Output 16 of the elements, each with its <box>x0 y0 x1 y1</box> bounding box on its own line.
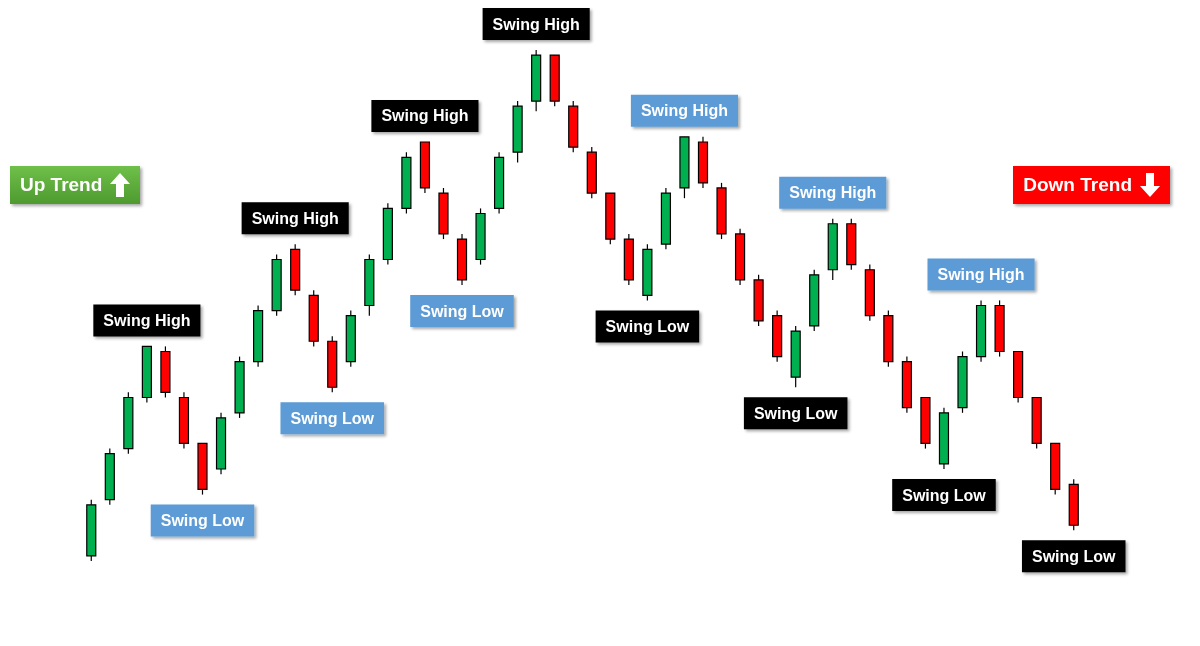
annotation: Swing Low <box>290 409 375 427</box>
annotation: Swing Low <box>160 512 245 530</box>
annotation: Swing Low <box>753 404 838 422</box>
annotation: Swing Low <box>605 317 690 335</box>
annotation: Swing Low <box>420 302 505 320</box>
annotation: Swing High <box>640 102 729 120</box>
annotation: Down Trend <box>1023 174 1132 196</box>
annotation: Swing High <box>492 15 580 33</box>
annotation: Swing High <box>251 209 339 227</box>
annotation: Swing Low <box>902 486 987 504</box>
annotation: Up Trend <box>20 174 103 196</box>
annotation: Swing High <box>937 265 1025 283</box>
annotation: Swing Low <box>1031 547 1117 565</box>
annotation: Swing High <box>103 311 191 329</box>
annotation: Swing High <box>789 184 877 202</box>
annotation: Swing High <box>381 107 469 125</box>
